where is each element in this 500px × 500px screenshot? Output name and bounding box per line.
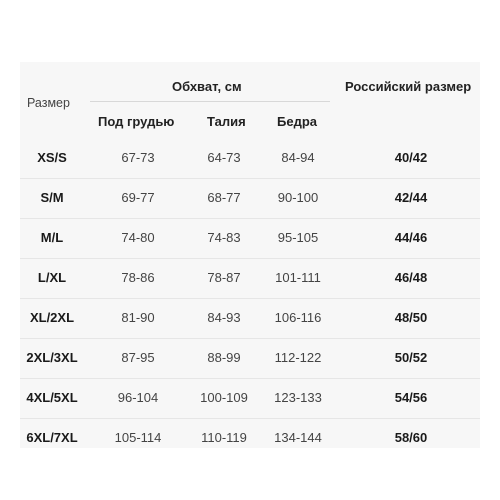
cell-russian-size: 44/46 [394, 230, 428, 245]
table-row: L/XL 78-86 78-87 101-111 46/48 [20, 258, 480, 298]
header-size: Размер [27, 96, 70, 110]
cell-waist: 74-83 [207, 230, 241, 245]
header-waist: Талия [207, 114, 246, 129]
cell-under-bust: 105-114 [114, 430, 162, 445]
cell-russian-size: 48/50 [394, 310, 428, 325]
row-divider [20, 338, 480, 339]
cell-waist: 84-93 [207, 310, 241, 325]
group-divider [90, 101, 330, 102]
row-divider [20, 258, 480, 259]
cell-waist: 110-119 [201, 430, 247, 445]
table-row: S/M 69-77 68-77 90-100 42/44 [20, 178, 480, 218]
row-divider [20, 298, 480, 299]
header-girth-group: Обхват, см [172, 79, 242, 94]
cell-under-bust: 74-80 [121, 230, 155, 245]
size-chart-panel [20, 62, 480, 448]
cell-under-bust: 78-86 [121, 270, 155, 285]
table-row: 6XL/7XL 105-114 110-119 134-144 58/60 [20, 418, 480, 458]
row-divider [20, 378, 480, 379]
cell-waist: 64-73 [207, 150, 241, 165]
cell-russian-size: 58/60 [394, 430, 428, 445]
cell-hips: 90-100 [277, 190, 319, 205]
cell-russian-size: 54/56 [394, 390, 428, 405]
header-under-bust: Под грудью [98, 114, 175, 129]
cell-waist: 88-99 [207, 350, 241, 365]
cell-russian-size: 40/42 [394, 150, 428, 165]
cell-under-bust: 67-73 [121, 150, 155, 165]
cell-under-bust: 87-95 [121, 350, 155, 365]
row-divider [20, 218, 480, 219]
cell-waist: 78-87 [207, 270, 241, 285]
cell-size: L/XL [37, 270, 67, 285]
cell-size: M/L [40, 230, 64, 245]
table-row: XS/S 67-73 64-73 84-94 40/42 [20, 138, 480, 178]
header-hips: Бедра [277, 114, 317, 129]
header-russian-size: Российский размер [345, 79, 472, 94]
cell-size: XS/S [37, 150, 67, 165]
cell-under-bust: 81-90 [121, 310, 155, 325]
cell-hips: 134-144 [274, 430, 322, 445]
cell-hips: 84-94 [281, 150, 315, 165]
cell-hips: 123-133 [274, 390, 322, 405]
table-row: M/L 74-80 74-83 95-105 44/46 [20, 218, 480, 258]
cell-size: 6XL/7XL [26, 430, 78, 445]
table-row: 2XL/3XL 87-95 88-99 112-122 50/52 [20, 338, 480, 378]
cell-size: 4XL/5XL [26, 390, 78, 405]
cell-size: XL/2XL [29, 310, 75, 325]
cell-hips: 101-111 [275, 270, 321, 285]
cell-waist: 68-77 [207, 190, 241, 205]
cell-russian-size: 50/52 [394, 350, 428, 365]
row-divider [20, 178, 480, 179]
cell-size: S/M [40, 190, 64, 205]
cell-russian-size: 46/48 [394, 270, 428, 285]
cell-waist: 100-109 [200, 390, 248, 405]
cell-under-bust: 69-77 [121, 190, 155, 205]
table-row: 4XL/5XL 96-104 100-109 123-133 54/56 [20, 378, 480, 418]
cell-hips: 95-105 [277, 230, 319, 245]
cell-under-bust: 96-104 [117, 390, 159, 405]
row-divider [20, 418, 480, 419]
table-row: XL/2XL 81-90 84-93 106-116 48/50 [20, 298, 480, 338]
cell-size: 2XL/3XL [26, 350, 78, 365]
cell-hips: 112-122 [274, 350, 322, 365]
cell-hips: 106-116 [274, 310, 322, 325]
cell-russian-size: 42/44 [394, 190, 428, 205]
